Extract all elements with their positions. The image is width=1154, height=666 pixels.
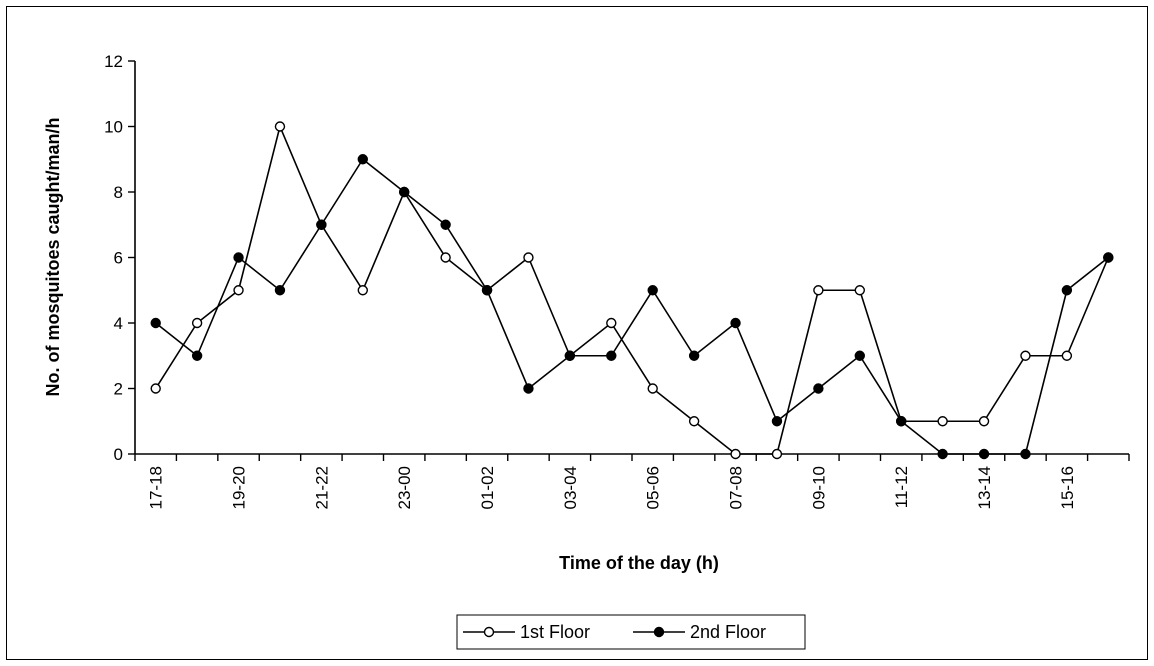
line-chart: 0 2 4 6 8 10 12 17-18 19-20 21-22 23-00 01-02 03-04 0… bbox=[43, 52, 1130, 650]
data-point-1st-floor bbox=[813, 285, 824, 296]
data-point-2nd-floor bbox=[481, 285, 493, 296]
y-tick-label: 6 bbox=[114, 249, 123, 268]
legend-label-2nd-floor: 2nd Floor bbox=[690, 622, 766, 642]
data-point-2nd-floor bbox=[564, 350, 576, 361]
data-point-1st-floor bbox=[771, 448, 783, 460]
data-point-1st-floor bbox=[1020, 350, 1031, 361]
data-point-1st-floor bbox=[606, 317, 617, 329]
axes bbox=[128, 60, 1130, 461]
series-1st-floor bbox=[150, 121, 1114, 460]
data-point-2nd-floor bbox=[1103, 252, 1114, 263]
data-point-1st-floor bbox=[937, 416, 948, 427]
legend: 1st Floor 2nd Floor bbox=[456, 614, 806, 650]
data-point-1st-floor bbox=[233, 285, 244, 296]
data-point-1st-floor bbox=[978, 416, 990, 427]
data-point-2nd-floor bbox=[688, 350, 700, 361]
chart-frame: 0 2 4 6 8 10 12 17-18 19-20 21-22 23-00 01-02 03-04 0… bbox=[6, 6, 1148, 660]
data-point-2nd-floor bbox=[399, 186, 410, 198]
legend-label-1st-floor: 1st Floor bbox=[520, 622, 590, 642]
series-group bbox=[150, 121, 1114, 460]
data-point-2nd-floor bbox=[771, 416, 783, 427]
x-tick-label: 23-00 bbox=[395, 466, 414, 509]
x-tick-label: 11-12 bbox=[892, 466, 911, 508]
data-point-2nd-floor bbox=[233, 252, 244, 263]
data-point-1st-floor bbox=[150, 383, 161, 394]
data-point-2nd-floor bbox=[316, 219, 327, 230]
y-tick-label: 10 bbox=[104, 118, 123, 137]
x-tick-label: 09-10 bbox=[809, 466, 828, 509]
x-tick-label: 19-20 bbox=[230, 466, 249, 509]
data-point-2nd-floor bbox=[896, 416, 907, 427]
data-point-2nd-floor bbox=[937, 448, 948, 460]
data-point-2nd-floor bbox=[813, 383, 824, 394]
y-axis-title: No. of mosquitoes caught/man/h bbox=[43, 117, 63, 396]
x-tick-label: 13-14 bbox=[975, 466, 994, 509]
data-point-2nd-floor bbox=[150, 317, 161, 329]
data-point-2nd-floor bbox=[854, 350, 865, 361]
data-point-1st-floor bbox=[1061, 350, 1073, 361]
x-tick-label: 07-08 bbox=[727, 466, 746, 509]
data-point-1st-floor bbox=[854, 285, 865, 296]
data-point-2nd-floor bbox=[440, 219, 451, 230]
data-point-2nd-floor bbox=[647, 285, 658, 296]
data-point-1st-floor bbox=[523, 252, 534, 263]
y-tick-label: 0 bbox=[114, 445, 123, 464]
x-axis-title: Time of the day (h) bbox=[559, 553, 719, 573]
data-point-2nd-floor bbox=[523, 383, 534, 394]
data-point-2nd-floor bbox=[1061, 285, 1073, 296]
tick-labels: 0 2 4 6 8 10 12 17-18 19-20 21-22 23-00 01-02 03-04 0… bbox=[104, 52, 1077, 509]
x-tick-label: 03-04 bbox=[561, 466, 580, 509]
data-point-2nd-floor bbox=[357, 154, 368, 165]
data-point-2nd-floor bbox=[606, 350, 617, 361]
x-tick-label: 21-22 bbox=[312, 466, 331, 509]
x-tick-label: 17-18 bbox=[147, 466, 166, 509]
data-point-2nd-floor bbox=[274, 285, 286, 296]
data-point-1st-floor bbox=[357, 285, 368, 296]
data-point-2nd-floor bbox=[191, 350, 203, 361]
data-point-2nd-floor bbox=[730, 317, 741, 329]
series-line-1st-floor bbox=[155, 123, 1110, 455]
series-2nd-floor bbox=[150, 154, 1114, 460]
y-tick-label: 2 bbox=[114, 380, 123, 399]
data-point-1st-floor bbox=[274, 121, 286, 132]
series-line-2nd-floor bbox=[155, 158, 1109, 455]
legend-item-1st-floor: 1st Floor bbox=[463, 622, 590, 642]
x-tick-label: 15-16 bbox=[1058, 466, 1077, 509]
y-tick-label: 4 bbox=[114, 314, 123, 333]
y-tick-label: 8 bbox=[114, 183, 123, 202]
y-tick-label: 12 bbox=[104, 52, 123, 71]
data-point-1st-floor bbox=[191, 317, 203, 329]
legend-marker-open-circle bbox=[483, 626, 495, 638]
x-tick-label: 01-02 bbox=[478, 466, 497, 509]
data-point-2nd-floor bbox=[1020, 448, 1031, 460]
data-point-1st-floor bbox=[647, 383, 658, 394]
legend-item-2nd-floor: 2nd Floor bbox=[633, 622, 766, 642]
data-point-2nd-floor bbox=[978, 448, 990, 460]
data-point-1st-floor bbox=[440, 252, 451, 263]
legend-marker-filled-circle bbox=[653, 626, 665, 638]
x-tick-label: 05-06 bbox=[644, 466, 663, 509]
data-point-1st-floor bbox=[730, 448, 741, 460]
data-point-1st-floor bbox=[688, 416, 700, 427]
